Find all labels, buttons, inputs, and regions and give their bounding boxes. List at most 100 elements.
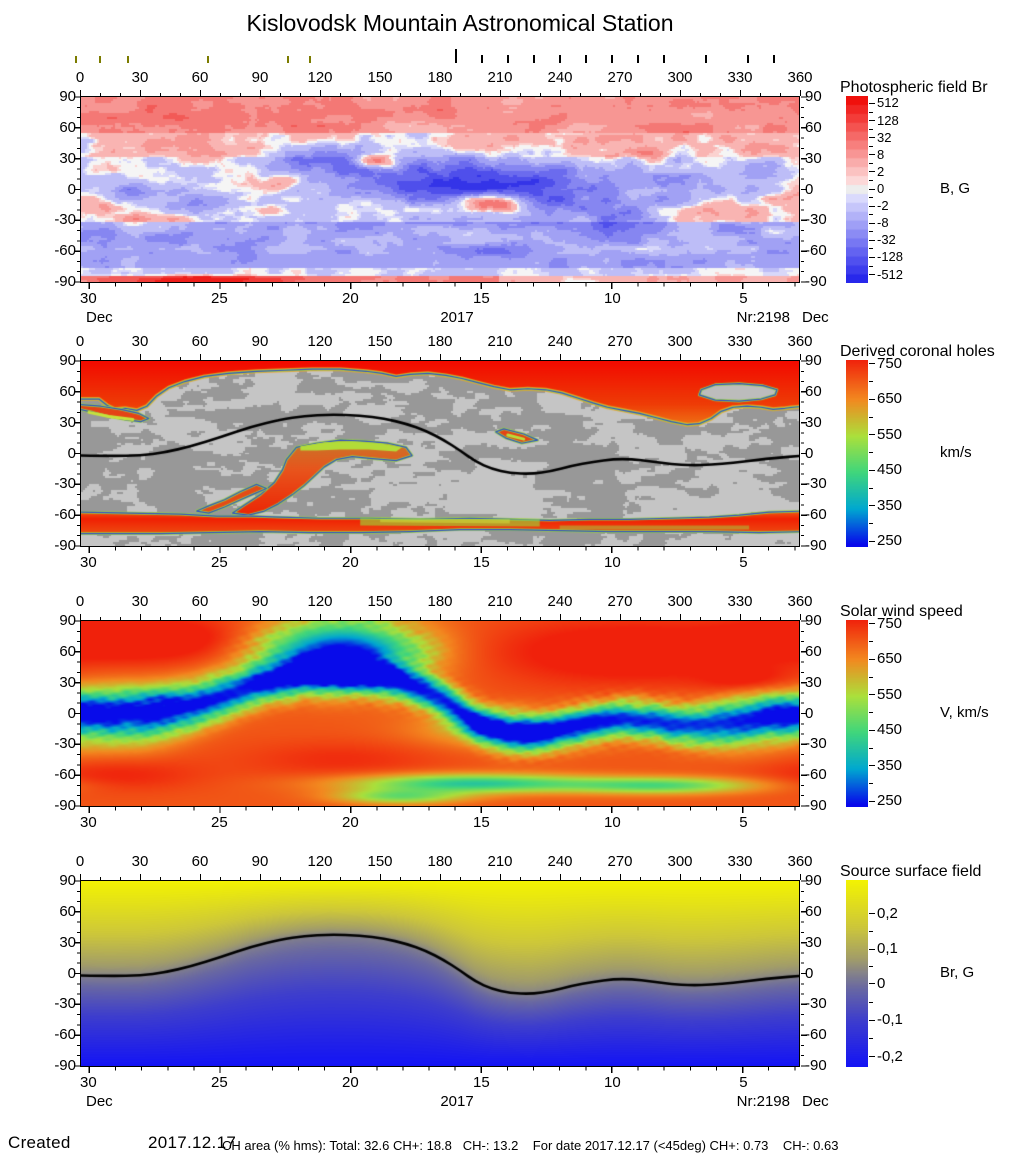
obs-tick-olive [75,56,77,63]
colorbar-tick-label: -128 [877,249,904,265]
colorbar-minor-tick [869,197,873,199]
panel-source-surface-field: Source surface field Br, G 0 30 60 90 120 150… [0,854,1020,1110]
rotation-number-label: Nr:2198 [736,1093,790,1110]
colorbar-tick-label: 350 [877,756,903,774]
lat-tick-label-right: -30 [805,735,827,753]
lat-tick-label-right: 0 [805,964,814,982]
colorbar-minor-tick [869,747,873,749]
lat-tick-label-right: 60 [805,902,822,920]
colorbar-minor-tick [869,676,873,678]
date-month-label-right: Dec [802,309,829,326]
colorbar-tick [869,398,875,400]
lat-tick-label-right: 30 [805,149,822,167]
lat-tick-label-left: 0 [67,704,76,722]
obs-tick-olive [309,56,311,63]
panel-photospheric-field: Photospheric field Br B, G 0 30 60 90 120 150… [0,70,1020,326]
date-tick-label: 30 [80,814,97,831]
colorbar-tick [869,205,875,207]
lon-tick-label: 150 [367,69,393,86]
obs-tick-black [637,55,639,63]
colorbar-tick [869,239,875,241]
colorbar-title-source-surface: Source surface field [840,863,982,880]
lon-tick-label: 210 [487,593,513,610]
date-tick-label: 15 [473,1074,490,1091]
lat-tick-label-left: -90 [54,273,76,290]
colorbar-minor-tick [869,145,873,147]
lon-tick-label: 150 [367,593,393,610]
lat-tick-label-left: -30 [54,735,76,753]
colorbar-minor-tick [869,214,873,216]
colorbar-tick [869,102,875,104]
colorbar-tick [869,171,875,173]
lon-tick-label: 330 [727,69,753,86]
colorbar-tick-label: 250 [877,792,903,810]
source-surface-colorbar-canvas [846,880,868,1067]
colorbar-tick [869,137,875,139]
created-label: Created [8,1133,71,1152]
colorbar-tick-label: 8 [877,146,885,162]
colorbar-tick-label: 250 [877,532,903,550]
colorbar-minor-tick [869,1037,873,1039]
lon-tick-label: 270 [607,69,633,86]
lat-tick-label-left: -30 [54,995,76,1013]
obs-tick-olive [99,56,101,63]
lat-tick-label-right: 0 [805,180,814,198]
figure-title: Kislovodsk Mountain Astronomical Station [246,10,674,36]
colorbar-minor-tick [869,641,873,642]
colorbar-tick [869,658,875,660]
colorbar-tick [869,913,875,915]
lon-tick-label: 60 [191,593,209,610]
colorbar-minor-tick [869,712,873,714]
lat-tick-label-left: -60 [54,1026,76,1044]
colorbar-tick-label: 0,1 [877,940,898,958]
lat-tick-label-left: -30 [54,475,76,493]
colorbar-tick-label: 0 [877,181,885,197]
colorbar-tick-label: 550 [877,685,903,703]
lon-tick-label: 0 [75,69,85,86]
colorbar-tick [869,540,875,542]
colorbar-title-solar-wind: Solar wind speed [840,603,963,620]
colorbar-tick-label: 550 [877,425,903,443]
lon-tick-label: 300 [667,69,693,86]
colorbar-tick [869,222,875,224]
lat-tick-label-right: -90 [805,273,827,290]
date-tick-label: 10 [604,814,621,831]
colorbar-unit-solar-wind: V, km/s [940,704,989,721]
date-tick-label: 15 [473,290,490,307]
lon-tick-label: 300 [667,333,693,350]
lat-tick-label-right: 30 [805,413,822,431]
obs-tick-black [611,55,613,63]
observation-ticks-row [0,0,1020,70]
date-tick-label: 20 [342,1074,359,1091]
lat-tick-label-right: 60 [805,642,822,660]
coronal-holes-colorbar-canvas [846,360,868,547]
lat-tick-label-right: -60 [805,506,827,524]
lat-tick-label-left: 90 [59,88,76,105]
colorbar-tick [869,434,875,436]
lat-tick-label-right: -90 [805,797,827,814]
colorbar-tick [869,505,875,507]
lat-tick-label-left: 60 [59,642,76,660]
year-label: 2017 [440,1093,474,1110]
colorbar-tick-label: 512 [877,95,899,111]
colorbar-tick-label: 750 [877,354,903,372]
lat-tick-label-left: 0 [67,964,76,982]
lat-tick-label-left: -90 [54,1057,76,1074]
date-tick-label: 30 [80,554,97,571]
lat-tick-label-left: -60 [54,506,76,524]
lat-tick-label-right: -60 [805,242,827,260]
lat-tick-label-right: 90 [805,88,822,105]
lon-tick-label: 30 [131,69,149,86]
date-tick-label: 10 [604,554,621,571]
obs-tick-black [663,55,665,63]
lon-tick-label: 360 [787,69,813,86]
date-tick-label: 15 [473,814,490,831]
lat-tick-label-left: 0 [67,444,76,462]
colorbar-tick [869,469,875,471]
colorbar-tick [869,256,875,258]
obs-tick-black [559,55,561,63]
lat-tick-label-right: -90 [805,537,827,554]
colorbar-tick-label: 650 [877,390,903,408]
lat-tick-label-left: 90 [59,612,76,629]
colorbar-tick [869,765,875,767]
